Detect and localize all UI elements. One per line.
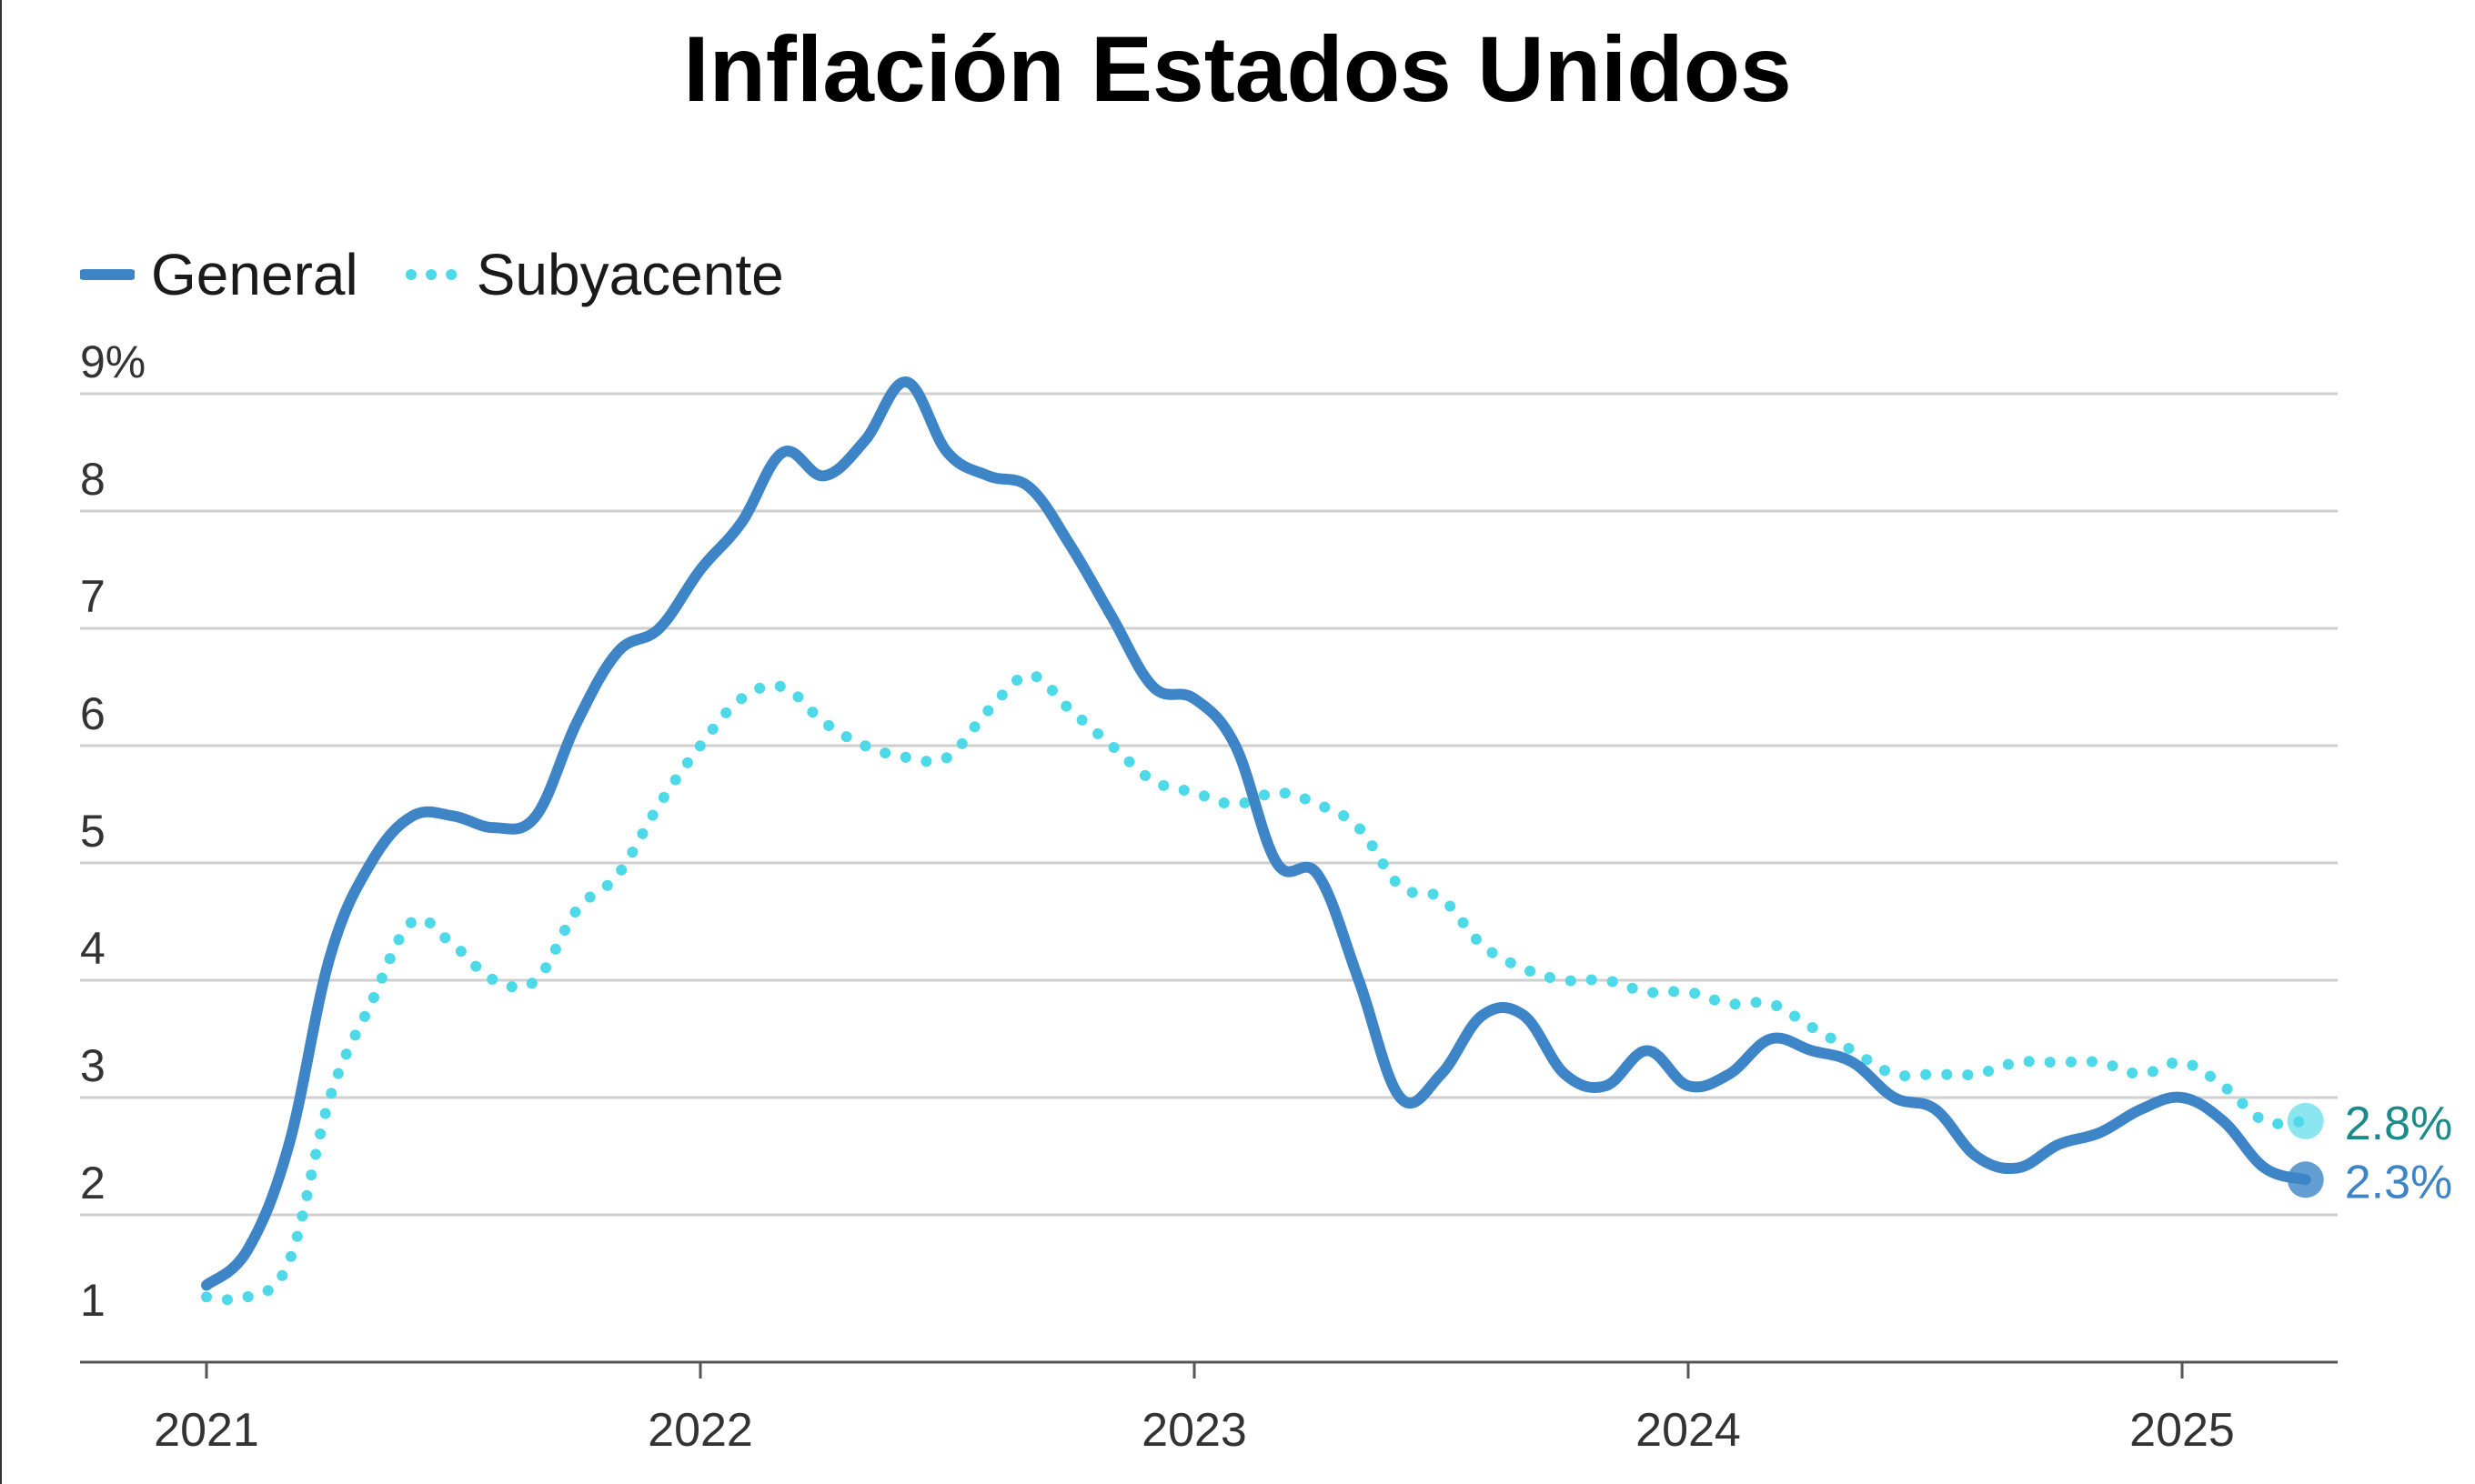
series-layer	[201, 376, 2311, 1306]
x-tick-label: 2023	[1142, 1404, 1247, 1457]
legend-swatch-subyacente	[405, 269, 460, 280]
y-tick-label: 8	[80, 454, 106, 505]
y-tick-label: 4	[80, 923, 106, 974]
chart-title: Inflación Estados Unidos	[683, 17, 1792, 121]
y-axis-ticks: 9% 8 7 6 5 4 3 2 1	[80, 336, 146, 1326]
legend-item-subyacente: Subyacente	[405, 241, 784, 308]
x-tick-label: 2025	[2129, 1404, 2235, 1457]
x-axis-ticks: 2021 2022 2023 2024 2025	[154, 1362, 2235, 1457]
x-tick-label: 2021	[154, 1404, 259, 1457]
y-tick-label: 1	[80, 1275, 106, 1326]
x-tick-label: 2022	[648, 1404, 753, 1457]
end-label-general: 2.3%	[2345, 1156, 2453, 1208]
end-marker-subyacente	[2287, 1102, 2324, 1139]
legend-label-general: General	[151, 242, 358, 307]
end-marker-general	[2287, 1161, 2324, 1198]
grid-layer	[80, 392, 2338, 1364]
end-labels-layer: 2.8% 2.3%	[2287, 1098, 2453, 1208]
chart-legend: General Subyacente	[80, 238, 831, 311]
legend-item-general: General	[80, 241, 358, 308]
y-tick-label: 9%	[80, 336, 146, 387]
x-tick-label: 2024	[1635, 1404, 1741, 1457]
legend-label-subyacente: Subyacente	[476, 242, 784, 307]
series-line-subyacente	[201, 669, 2311, 1306]
y-tick-label: 3	[80, 1040, 106, 1091]
y-tick-label: 7	[80, 571, 106, 622]
series-line-general	[201, 376, 2311, 1291]
legend-swatch-general	[80, 269, 135, 280]
y-tick-label: 6	[80, 688, 106, 739]
end-label-subyacente: 2.8%	[2345, 1098, 2453, 1150]
y-tick-label: 2	[80, 1158, 106, 1208]
y-tick-label: 5	[80, 806, 106, 857]
